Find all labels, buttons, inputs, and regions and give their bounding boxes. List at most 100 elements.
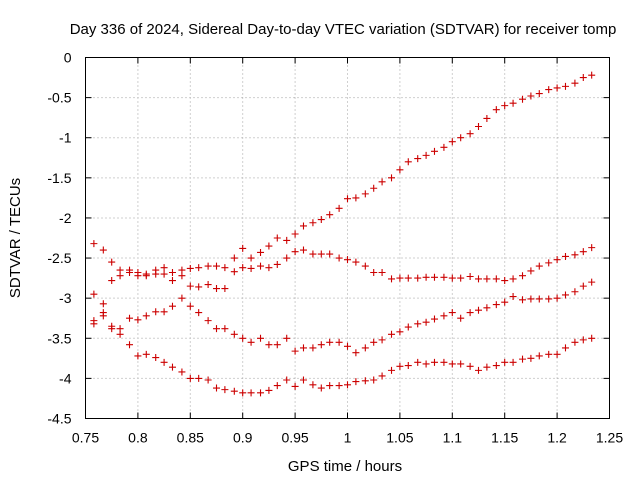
data-point [283,254,291,262]
data-point [404,323,412,331]
data-point [230,387,238,395]
data-point [545,295,553,303]
data-point [257,262,265,270]
data-point [186,302,194,310]
data-point [265,242,273,250]
data-point [571,338,579,346]
data-point [404,158,412,166]
data-point [352,258,360,266]
data-point [126,341,134,349]
data-point [283,376,291,384]
data-point [291,248,299,256]
data-point [475,366,482,374]
data-point [186,282,194,290]
data-point [352,378,360,386]
data-point [168,268,176,276]
data-point [317,341,325,349]
data-point [257,334,265,342]
data-point [335,254,343,262]
data-point [326,382,334,390]
data-point [535,262,543,270]
data-point [142,312,150,320]
data-point [352,194,360,202]
data-point [160,308,168,316]
data-point [571,251,579,259]
data-point [195,264,203,272]
data-point [257,389,265,397]
data-point [247,338,255,346]
x-tick-label: 1.05 [386,430,413,446]
data-point [448,309,456,317]
data-point [492,275,500,283]
data-point [291,347,299,355]
data-point [116,272,124,280]
x-tick-label: 0.75 [72,430,99,446]
data-point [221,264,229,272]
data-point [142,270,150,278]
data-point [396,328,404,336]
data-point [483,363,491,371]
data-point [178,272,186,280]
data-point [204,281,212,289]
data-point [396,274,404,282]
data-point [466,362,474,370]
data-point [396,362,404,370]
data-point [509,275,517,283]
data-point [344,195,351,203]
x-tick-label: 0.8 [128,430,148,446]
data-point [553,256,561,264]
data-point [370,376,378,384]
data-point [317,384,325,392]
data-point [519,355,527,363]
data-point [126,266,134,274]
data-point [213,384,220,392]
x-tick-label: 1.1 [443,430,463,446]
x-axis: 0.75 0.8 0.85 0.9 0.95 1 1.05 1.1 1.15 1.2 1.25 [72,57,623,446]
y-tick-label: -3.5 [47,330,71,346]
data-point [509,358,517,366]
data-point [317,250,325,258]
chart-title: Day 336 of 2024, Sidereal Day-to-day VTE… [70,21,617,38]
data-point [519,272,527,280]
data-point [213,285,220,293]
data-point [299,344,307,352]
data-point [335,382,343,390]
data-point [257,248,265,256]
data-point [247,264,255,272]
data-point [501,298,509,306]
data-point [361,262,369,270]
data-point [99,246,107,254]
y-tick-label: -4.5 [47,411,71,427]
data-point [535,295,543,303]
data-point [273,260,281,268]
data-point [588,71,596,79]
data-point [378,178,386,186]
data-point [221,386,229,394]
data-point [178,368,186,376]
data-point [483,275,491,283]
data-point [239,264,247,272]
data-point [186,264,194,272]
data-point [160,358,168,366]
data-point [344,256,351,264]
data-point [299,222,307,230]
data-point [430,147,438,155]
data-point [273,341,281,349]
data-point [448,360,456,368]
data-point [588,244,596,252]
data-point [561,82,569,90]
data-point [195,374,203,382]
data-point [134,268,142,276]
x-axis-label: GPS time / hours [288,458,402,475]
data-point [501,358,509,366]
data-point [265,341,273,349]
data-point [492,301,500,309]
data-point [239,389,247,397]
data-point [230,254,238,262]
data-point [361,190,369,198]
data-point [588,334,596,342]
data-point [475,275,482,283]
data-point [108,325,116,333]
data-point [388,174,396,182]
y-tick-label: -0.5 [47,90,71,106]
